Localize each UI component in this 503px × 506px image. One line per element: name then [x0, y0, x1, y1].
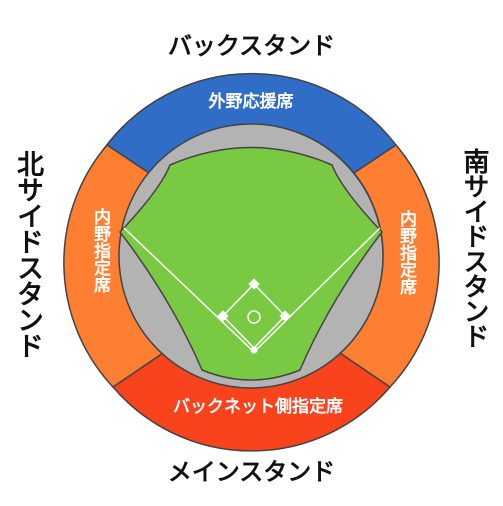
playing-field [119, 146, 383, 381]
third-base [217, 310, 229, 322]
foul-line-right [253, 227, 381, 353]
label-outfield-seats: 外野応援席 [209, 91, 294, 112]
label-infield-right: 内野指定席 [396, 210, 416, 295]
label-main-stand: メインスタンド [167, 458, 336, 486]
pitchers-mound [247, 310, 261, 324]
label-back-stand: バックスタンド [167, 32, 336, 60]
first-base [279, 310, 291, 322]
label-north-stand: 北サイドスタンド [12, 150, 43, 358]
label-south-stand: 南サイドスタンド [459, 148, 489, 348]
label-infield-left: 内野指定席 [90, 208, 110, 293]
second-base [248, 278, 260, 290]
label-backnet-seats: バックネット側指定席 [173, 396, 343, 417]
foul-line-left [123, 227, 255, 353]
home-plate [250, 346, 258, 354]
